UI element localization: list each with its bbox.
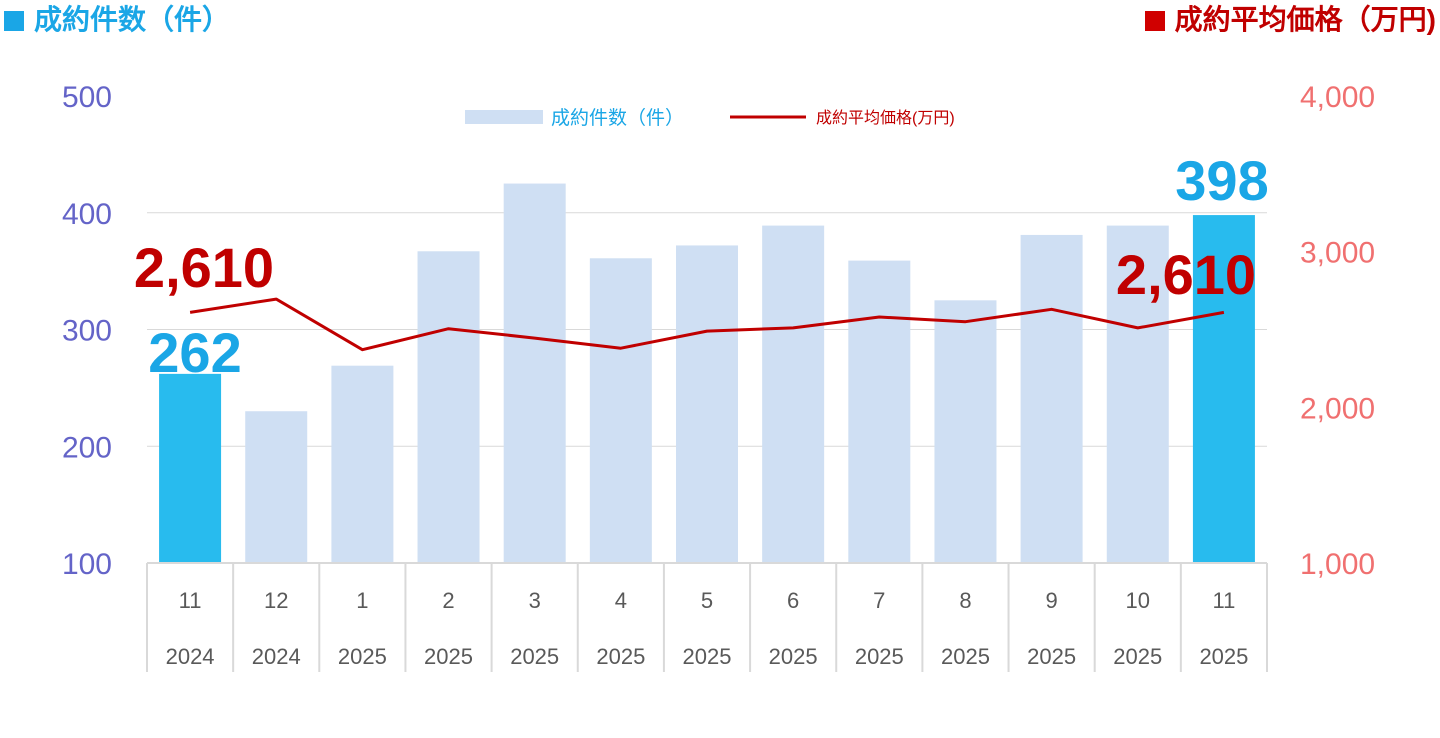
x-tick-month: 10 [1126,588,1150,613]
bar-2024-12 [245,411,308,563]
price-label-last: 2,610 [1116,243,1256,306]
x-tick-month: 11 [1213,588,1236,613]
count-label-last: 398 [1175,149,1268,212]
legend: 成約件数（件） 成約平均価格(万円) [465,107,955,129]
x-tick-year: 2025 [1113,644,1162,669]
square-icon [1144,11,1165,31]
square-icon [4,11,24,31]
x-tick-year: 2025 [510,644,559,669]
price-line [189,297,1225,352]
bar-2025-10 [1106,225,1169,563]
left-axis-tick-label: 100 [62,548,112,581]
left-axis-title: 成約件数（件） [4,0,230,40]
legend-bar-label: 成約件数（件） [551,107,684,129]
left-axis-tick-label: 200 [62,431,112,464]
x-tick-month: 6 [787,588,799,613]
x-tick-month: 5 [701,588,713,613]
bar-2025-4 [589,258,652,563]
right-axis-tick-label: 4,000 [1300,81,1375,114]
bar-2025-11 [1192,215,1255,563]
right-axis-tick-label: 3,000 [1300,237,1375,270]
x-tick-year: 2025 [338,644,387,669]
x-tick-year: 2025 [1199,644,1248,669]
x-tick-year: 2024 [166,644,215,669]
x-tick-year: 2025 [424,644,473,669]
bar-2025-6 [762,225,825,563]
count-label-first: 262 [148,321,241,384]
bar-2025-1 [331,365,394,563]
bar-2025-3 [503,183,566,563]
x-tick-month: 7 [873,588,885,613]
x-tick-month: 4 [615,588,627,613]
left-axis-tick-label: 500 [62,81,112,114]
bar-2025-5 [676,245,738,563]
left-axis-tick-label: 400 [62,198,112,231]
x-tick-year: 2025 [855,644,904,669]
right-axis-tick-label: 2,000 [1300,392,1375,425]
x-tick-year: 2024 [252,644,301,669]
left-axis-tick-label: 300 [62,315,112,348]
bar-2025-7 [848,260,911,563]
x-tick-month: 12 [264,588,288,613]
left-axis-title-text: 成約件数（件） [34,4,231,35]
legend-bar-swatch [465,110,543,124]
bar-2024-11 [159,373,222,563]
x-tick-year: 2025 [941,644,990,669]
x-tick-month: 11 [179,588,202,613]
x-tick-month: 8 [959,588,971,613]
right-axis-title: 成約平均価格（万円) [1144,0,1436,40]
x-tick-year: 2025 [1027,644,1076,669]
bar-2025-8 [934,300,997,563]
x-tick-month: 2 [442,588,454,613]
x-tick-year: 2025 [769,644,818,669]
x-tick-month: 1 [356,588,368,613]
x-tick-year: 2025 [683,644,732,669]
right-axis-title-text: 成約平均価格（万円) [1174,4,1436,35]
bar-2025-2 [417,251,480,563]
x-tick-month: 9 [1045,588,1057,613]
legend-line-label: 成約平均価格(万円) [816,109,955,127]
right-axis-tick-label: 1,000 [1300,548,1375,581]
x-tick-year: 2025 [596,644,645,669]
price-label-first: 2,610 [134,236,274,299]
x-tick-month: 3 [529,588,541,613]
bar-2025-9 [1020,234,1083,563]
